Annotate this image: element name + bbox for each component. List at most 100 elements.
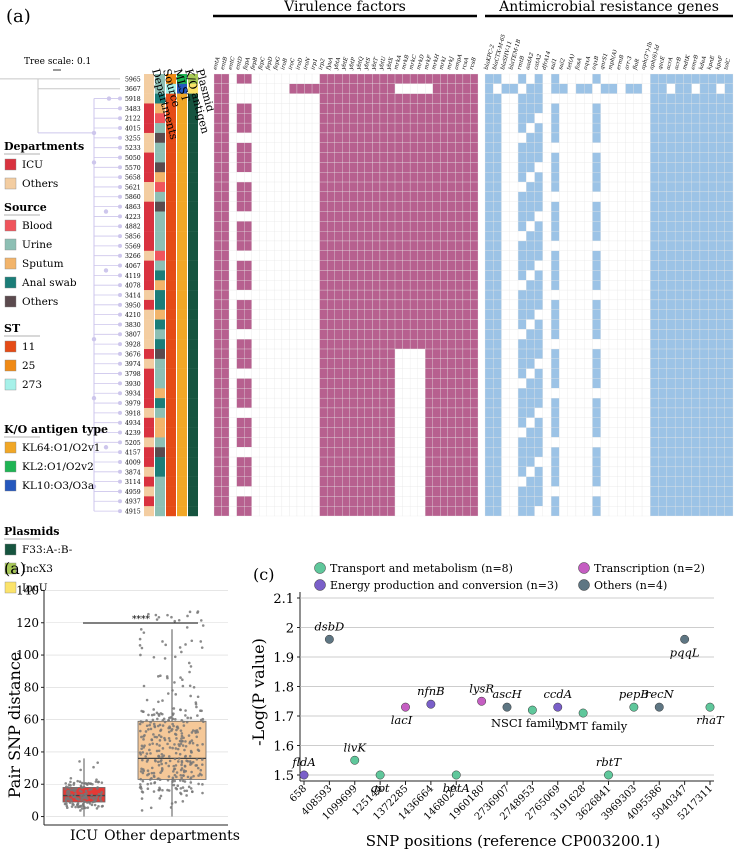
- vf-cell: [425, 240, 433, 251]
- vf-cell: [455, 388, 464, 399]
- amr-cell: [608, 201, 618, 212]
- heatmap-panel: (a) Virulence factors Antimicrobial resi…: [0, 0, 734, 594]
- jitter-point: [190, 731, 194, 734]
- vf-cell: [455, 447, 464, 458]
- jitter-point: [149, 782, 153, 785]
- vf-cell: [259, 280, 267, 291]
- amr-cell: [716, 476, 725, 487]
- amr-cell: [600, 427, 610, 438]
- source-cell: [155, 290, 165, 301]
- vf-cell: [417, 447, 426, 458]
- jitter-point: [197, 774, 200, 777]
- amr-cell: [625, 309, 634, 320]
- vf-cell: [334, 407, 343, 418]
- vf-cell: [349, 496, 358, 507]
- jitter-point: [155, 618, 159, 621]
- point-label: rbtT: [596, 755, 622, 769]
- vf-cell: [387, 388, 396, 399]
- legend-swatch: [4, 460, 17, 473]
- amr-cell: [526, 181, 535, 193]
- amr-cell: [641, 407, 651, 418]
- dept-cell: [144, 83, 154, 94]
- vf-cell: [417, 122, 426, 134]
- amr-gene-label: mdtK: [682, 54, 692, 71]
- tree-node: [118, 263, 122, 268]
- amr-cell: [666, 231, 676, 242]
- amr-cell: [625, 152, 634, 163]
- vf-cell: [259, 250, 267, 261]
- vf-cell: [440, 73, 448, 84]
- vf-cell: [326, 172, 335, 183]
- st-cell: [166, 447, 176, 458]
- vf-cell: [274, 113, 283, 124]
- vf-cell: [296, 132, 305, 143]
- ko-cell: [177, 476, 187, 487]
- tree-scale: Tree scale: 0.1: [24, 57, 91, 67]
- jitter-point: [92, 765, 95, 769]
- amr-cell: [584, 289, 593, 301]
- jitter-point: [69, 780, 72, 784]
- tree-node: [118, 351, 122, 356]
- amr-cell: [625, 339, 634, 350]
- vf-cell: [281, 260, 290, 271]
- amr-cell: [592, 270, 601, 281]
- amr-gene-label: dfrA14: [541, 50, 552, 71]
- vf-cell: [455, 211, 464, 222]
- jitter-point: [145, 724, 149, 728]
- amr-cell: [691, 280, 701, 291]
- vf-cell: [221, 309, 230, 320]
- vf-cell: [364, 240, 373, 251]
- vf-cell: [266, 181, 275, 193]
- amr-cell: [708, 181, 717, 193]
- vf-cell: [349, 388, 358, 399]
- jitter-point: [182, 770, 186, 774]
- vf-cell: [311, 427, 320, 438]
- vf-cell: [311, 506, 320, 517]
- vf-cell: [236, 348, 245, 359]
- vf-cell: [244, 348, 252, 359]
- amr-cell: [691, 191, 701, 202]
- vf-cell: [387, 358, 396, 369]
- amr-cell: [550, 456, 560, 468]
- jitter-point: [157, 754, 160, 758]
- vf-cell: [417, 289, 426, 301]
- vf-cell: [228, 211, 237, 222]
- amr-cell: [517, 456, 527, 468]
- jitter-point: [147, 728, 150, 731]
- amr-cell: [559, 73, 568, 84]
- amr-cell: [716, 289, 725, 301]
- tree-node: [91, 395, 97, 401]
- vf-cell: [425, 299, 433, 310]
- vf-cell: [251, 280, 260, 291]
- vf-cell: [296, 486, 305, 497]
- amr-cell: [658, 466, 668, 477]
- vf-cell: [311, 348, 320, 359]
- amr-cell: [526, 348, 535, 359]
- amr-cell: [584, 191, 593, 202]
- vf-cell: [402, 73, 411, 84]
- legend-swatch: [4, 238, 17, 251]
- amr-cell: [683, 339, 692, 350]
- isolate-label: 3255: [125, 135, 141, 142]
- amr-cell: [559, 122, 568, 134]
- vf-cell: [409, 162, 418, 173]
- vf-cell: [296, 113, 305, 124]
- amr-cell: [493, 358, 502, 369]
- amr-cell: [559, 339, 568, 350]
- amr-cell: [625, 407, 634, 418]
- jitter-point: [140, 809, 144, 812]
- vf-cell: [289, 407, 298, 418]
- amr-cell: [501, 162, 510, 173]
- jitter-point: [78, 760, 81, 763]
- jitter-point: [182, 736, 185, 740]
- isolate-label: 4882: [125, 224, 141, 231]
- amr-cell: [501, 191, 510, 202]
- vf-cell: [470, 299, 479, 310]
- vf-cell: [409, 368, 418, 379]
- plasmid-cell: [188, 506, 198, 517]
- vf-cell: [447, 447, 456, 458]
- vf-cell: [470, 456, 479, 468]
- jitter-point: [161, 755, 164, 759]
- amr-cell: [641, 476, 651, 487]
- vf-cell: [274, 506, 283, 517]
